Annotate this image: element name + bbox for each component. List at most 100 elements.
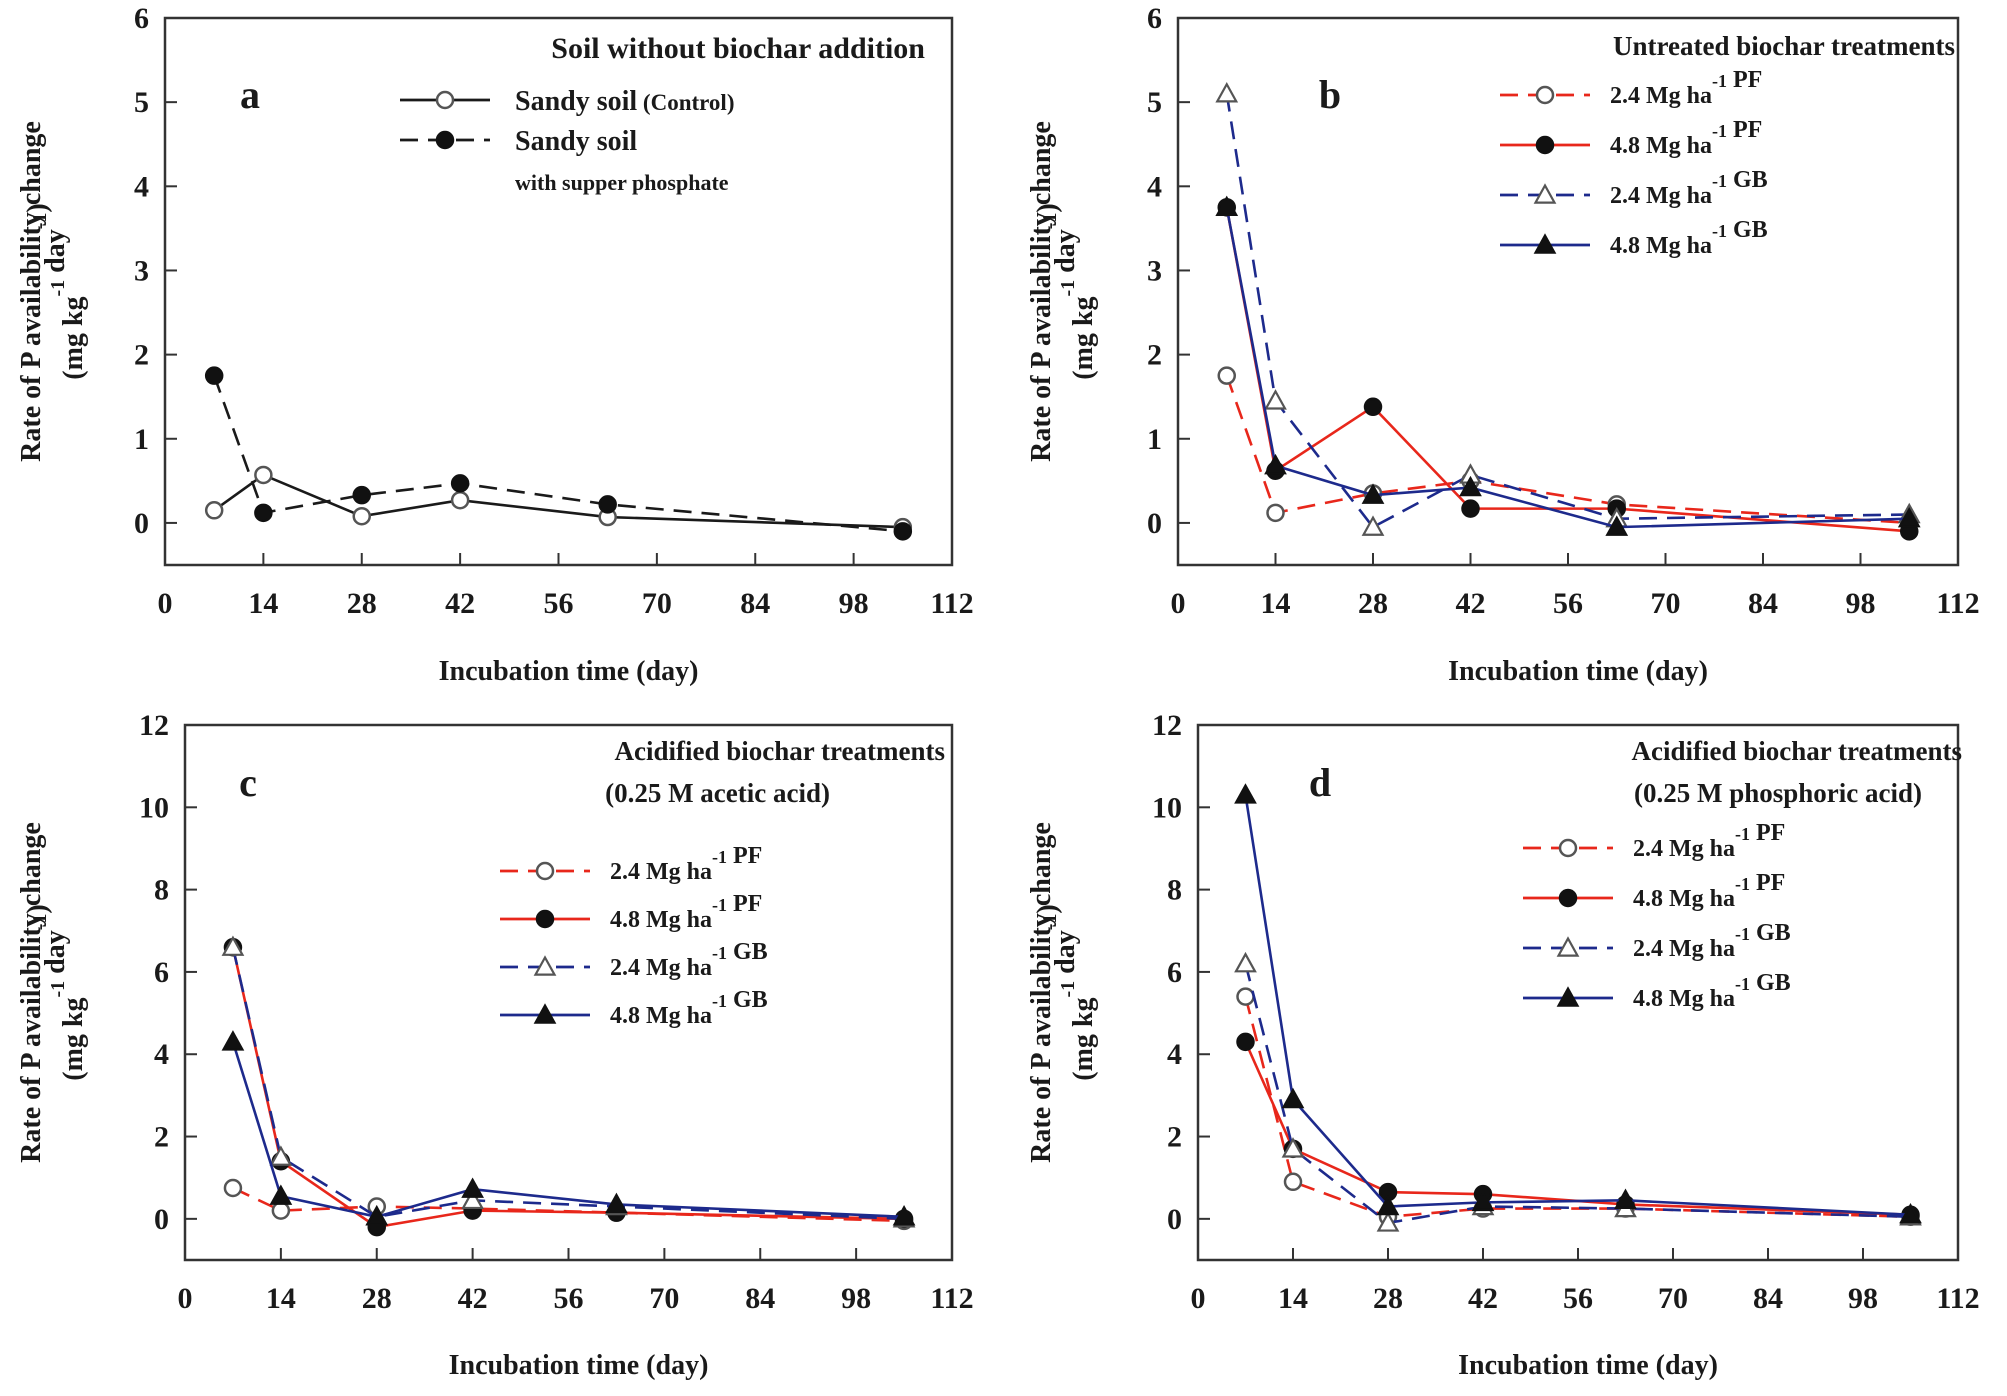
data-point <box>450 490 470 510</box>
x-axis-label: Incubation time (day) <box>1448 656 1708 687</box>
data-point <box>1236 1032 1255 1052</box>
series-line <box>1244 963 1911 1225</box>
legend-label: 4.8 Mg ha-1 PF <box>1610 117 1762 159</box>
y-tick-label: 5 <box>134 86 149 119</box>
data-point <box>254 503 273 523</box>
series-line <box>1244 996 1911 1219</box>
y-axis-unit-label: (mg kg-1 day-1) <box>1032 203 1099 379</box>
legend-label: 2.4 Mg ha-1 PF <box>1633 820 1785 862</box>
panel-letter: d <box>1309 760 1331 805</box>
data-point <box>1281 1087 1305 1109</box>
x-tick-label: 14 <box>248 587 278 620</box>
series-2: 2.4 Mg ha-1 GB <box>1234 920 1922 1232</box>
legend-marker <box>1558 888 1578 908</box>
data-point <box>1283 1172 1303 1192</box>
data-point <box>271 1201 291 1220</box>
data-point <box>223 1178 243 1198</box>
data-point <box>461 1188 484 1210</box>
data-point <box>1236 987 1255 1006</box>
y-axis-unit-label: (mg kg-1 day-1) <box>22 904 89 1080</box>
legend-label: Sandy soil (Control) <box>515 86 734 117</box>
data-point <box>221 1030 245 1051</box>
series-3: 4.8 Mg ha-1 GB <box>1215 195 1921 536</box>
data-point <box>1264 453 1287 475</box>
data-point <box>1361 515 1385 536</box>
legend-label: 2.4 Mg ha-1 PF <box>1610 67 1762 109</box>
y-tick-label: 2 <box>1147 339 1162 372</box>
data-point <box>1266 503 1285 523</box>
series-line <box>231 946 905 1221</box>
data-point <box>1376 1211 1400 1232</box>
plot-frame <box>1176 16 1960 567</box>
panel-letter: b <box>1319 72 1341 117</box>
data-point <box>221 935 245 956</box>
y-tick-label: 10 <box>1152 791 1182 824</box>
data-point <box>269 1145 293 1166</box>
x-tick-label: 28 <box>347 587 377 620</box>
data-point <box>461 1177 484 1198</box>
data-point <box>1614 1188 1637 1210</box>
legend-label: 4.8 Mg ha-1 PF <box>610 891 762 933</box>
series-1: 4.8 Mg ha-1 PF <box>223 891 914 1237</box>
legend-marker <box>535 909 555 929</box>
x-tick-label: 84 <box>740 587 770 620</box>
data-point <box>1471 1190 1495 1212</box>
x-tick-label: 112 <box>1936 1282 1979 1315</box>
x-tick-label: 14 <box>1261 587 1291 620</box>
legend-marker <box>1556 986 1580 1007</box>
series-line <box>1225 207 1910 529</box>
legend-marker <box>1533 233 1557 254</box>
x-tick-label: 56 <box>1553 587 1583 620</box>
legend-marker <box>535 861 555 881</box>
data-point <box>1361 483 1385 504</box>
panel-title: Acidified biochar treatments <box>1632 736 1962 766</box>
y-tick-label: 0 <box>1167 1203 1182 1236</box>
y-tick-label: 6 <box>1147 2 1162 35</box>
x-tick-label: 28 <box>1373 1282 1403 1315</box>
x-tick-label: 28 <box>362 1282 392 1315</box>
data-point <box>1234 783 1257 804</box>
x-tick-label: 0 <box>178 1282 193 1315</box>
legend-label: 2.4 Mg ha-1 GB <box>610 939 768 981</box>
y-tick-label: 1 <box>134 423 149 456</box>
y-tick-label: 3 <box>1147 254 1162 287</box>
series-line <box>1225 375 1910 525</box>
x-tick-label: 70 <box>1651 587 1681 620</box>
legend-label: 2.4 Mg ha-1 GB <box>1633 920 1791 962</box>
y-tick-label: 5 <box>1147 86 1162 119</box>
data-point <box>1217 366 1236 385</box>
legend-marker <box>1558 838 1578 858</box>
series-0: Sandy soil (Control) <box>204 86 913 537</box>
legend-marker <box>435 90 455 110</box>
legend-label: 4.8 Mg ha-1 GB <box>1633 970 1791 1012</box>
x-tick-label: 84 <box>1748 587 1778 620</box>
panel-title: Untreated biochar treatments <box>1613 31 1955 61</box>
y-tick-label: 2 <box>154 1121 169 1154</box>
y-tick-label: 4 <box>154 1038 169 1071</box>
legend-label: 4.8 Mg ha-1 GB <box>1610 217 1768 259</box>
data-point <box>893 522 913 541</box>
x-tick-label: 98 <box>1846 587 1876 620</box>
y-tick-label: 6 <box>1167 956 1182 989</box>
y-tick-label: 4 <box>134 170 149 203</box>
legend-note: with supper phosphate <box>515 170 729 195</box>
panel-c: 0 2 4 6 8 10 12 0 14 28 42 56 70 84 98 112 Incubation ti… <box>16 709 974 1381</box>
data-point <box>1897 506 1921 528</box>
data-point <box>892 1205 916 1226</box>
data-point <box>1461 499 1480 518</box>
panel-title: Soil without biochar addition <box>551 32 925 65</box>
panel-letter: c <box>239 760 257 805</box>
series-3: 4.8 Mg ha-1 GB <box>221 987 916 1226</box>
panel-subtitle: (0.25 M phosphoric acid) <box>1634 778 1922 808</box>
x-tick-label: 56 <box>544 587 574 620</box>
legend-marker <box>533 955 557 976</box>
x-tick-label: 112 <box>930 587 973 620</box>
x-axis-label: Incubation time (day) <box>1458 1350 1718 1381</box>
x-tick-label: 98 <box>1848 1282 1878 1315</box>
y-tick-label: 2 <box>1167 1121 1182 1154</box>
x-tick-label: 84 <box>1753 1282 1783 1315</box>
x-tick-label: 0 <box>1191 1282 1206 1315</box>
y-tick-label: 1 <box>1147 423 1162 456</box>
series-line <box>212 375 903 533</box>
